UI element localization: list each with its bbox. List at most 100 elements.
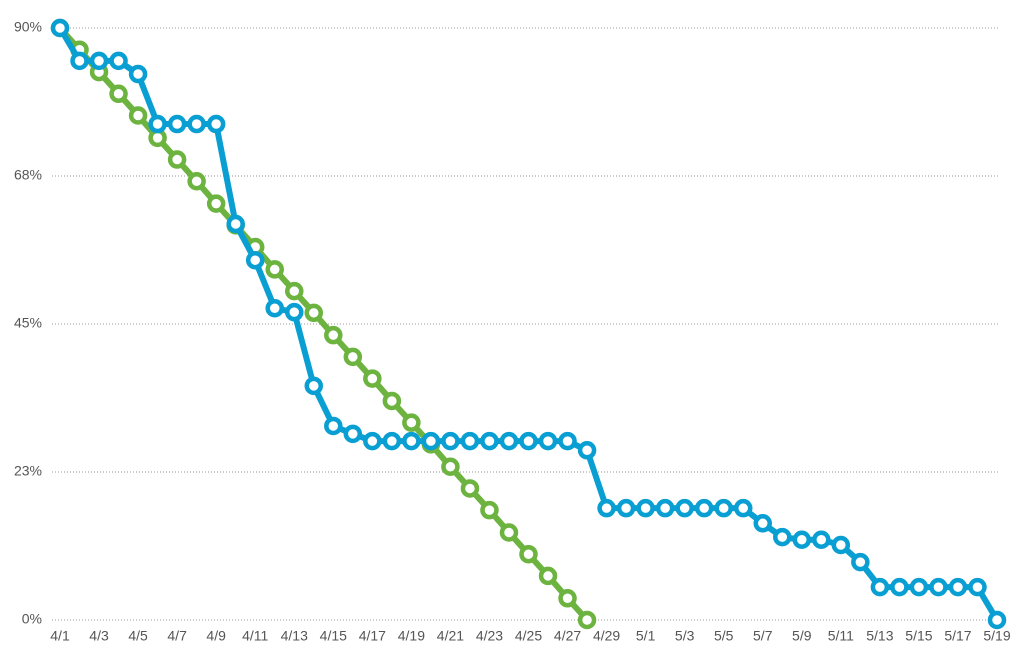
x-tick-label: 4/25 xyxy=(515,628,542,644)
point-marker xyxy=(909,577,929,597)
point-marker xyxy=(460,479,480,498)
x-tick-label: 4/7 xyxy=(167,628,187,644)
point-marker xyxy=(363,369,382,388)
x-tick-label: 4/21 xyxy=(437,628,464,644)
point-marker xyxy=(558,431,577,451)
x-tick-label: 4/5 xyxy=(128,628,148,644)
point-marker xyxy=(597,498,616,518)
point-marker xyxy=(499,431,519,451)
point-marker xyxy=(304,376,324,396)
point-marker xyxy=(382,431,402,451)
point-marker xyxy=(929,577,948,597)
point-marker xyxy=(519,544,538,564)
y-tick-label: 68% xyxy=(14,167,42,183)
point-marker xyxy=(441,431,460,451)
point-marker xyxy=(285,302,304,322)
point-marker xyxy=(480,500,499,520)
point-marker xyxy=(499,523,519,542)
point-marker xyxy=(50,18,70,38)
point-marker xyxy=(109,51,128,71)
point-marker xyxy=(773,527,792,547)
point-marker xyxy=(890,577,909,597)
point-marker xyxy=(245,250,265,270)
x-tick-label: 4/29 xyxy=(593,628,620,644)
point-marker xyxy=(285,281,304,301)
x-tick-label: 5/13 xyxy=(866,628,893,644)
y-tick-label: 0% xyxy=(22,611,42,627)
x-tick-label: 4/27 xyxy=(554,628,581,644)
point-marker xyxy=(987,610,1007,630)
point-marker xyxy=(753,514,772,533)
point-marker xyxy=(558,589,577,608)
x-tick-label: 5/19 xyxy=(983,628,1010,644)
x-tick-label: 5/15 xyxy=(905,628,932,644)
x-tick-label: 4/9 xyxy=(206,628,226,644)
x-tick-label: 4/11 xyxy=(242,628,268,644)
point-marker xyxy=(402,413,421,432)
point-marker xyxy=(636,498,655,518)
point-marker xyxy=(343,424,363,444)
point-marker xyxy=(324,416,343,436)
point-marker xyxy=(792,530,812,550)
x-tick-label: 5/7 xyxy=(753,628,773,644)
point-marker xyxy=(187,114,206,134)
point-marker xyxy=(733,498,753,518)
point-marker xyxy=(538,566,558,586)
point-marker xyxy=(538,431,558,451)
point-marker xyxy=(831,535,851,555)
point-marker xyxy=(851,552,870,572)
x-tick-label: 5/17 xyxy=(944,628,971,644)
point-marker xyxy=(460,431,480,451)
point-marker xyxy=(694,498,714,518)
x-tick-label: 5/9 xyxy=(792,628,812,644)
point-marker xyxy=(148,114,167,134)
point-marker xyxy=(343,347,363,367)
point-marker xyxy=(363,431,382,451)
point-marker xyxy=(577,441,597,460)
series-line xyxy=(57,25,590,623)
point-marker xyxy=(968,577,987,597)
point-marker xyxy=(577,610,597,630)
point-marker xyxy=(167,150,187,169)
x-tick-label: 5/3 xyxy=(675,628,695,644)
point-marker xyxy=(675,498,694,518)
point-marker xyxy=(128,106,148,125)
y-tick-label: 45% xyxy=(14,315,42,331)
point-marker xyxy=(265,298,284,318)
x-tick-label: 4/15 xyxy=(320,628,347,644)
point-marker xyxy=(948,577,968,597)
point-marker xyxy=(206,194,226,213)
x-tick-label: 4/19 xyxy=(398,628,425,644)
x-tick-label: 5/11 xyxy=(828,628,854,644)
point-marker xyxy=(812,530,831,550)
x-tick-label: 4/17 xyxy=(359,628,386,644)
point-marker xyxy=(519,431,538,451)
point-marker xyxy=(206,114,226,134)
point-marker xyxy=(167,114,187,134)
point-marker xyxy=(128,64,148,84)
point-marker xyxy=(109,84,128,104)
point-marker xyxy=(421,431,441,451)
point-marker xyxy=(870,577,890,597)
point-marker xyxy=(714,498,733,518)
x-tick-label: 4/3 xyxy=(89,628,109,644)
point-marker xyxy=(89,51,109,71)
x-tick-label: 4/1 xyxy=(50,628,70,644)
point-marker xyxy=(441,457,460,476)
x-tick-label: 4/13 xyxy=(281,628,308,644)
x-tick-label: 4/23 xyxy=(476,628,503,644)
x-tick-label: 5/5 xyxy=(714,628,734,644)
point-marker xyxy=(655,498,675,518)
point-marker xyxy=(187,172,206,191)
point-marker xyxy=(324,325,343,345)
point-marker xyxy=(616,498,636,518)
y-tick-label: 23% xyxy=(14,463,42,479)
point-marker xyxy=(265,260,284,279)
y-tick-label: 90% xyxy=(14,19,42,35)
point-marker xyxy=(70,51,89,71)
point-marker xyxy=(226,214,245,234)
point-marker xyxy=(402,431,421,451)
x-tick-label: 5/1 xyxy=(636,628,656,644)
